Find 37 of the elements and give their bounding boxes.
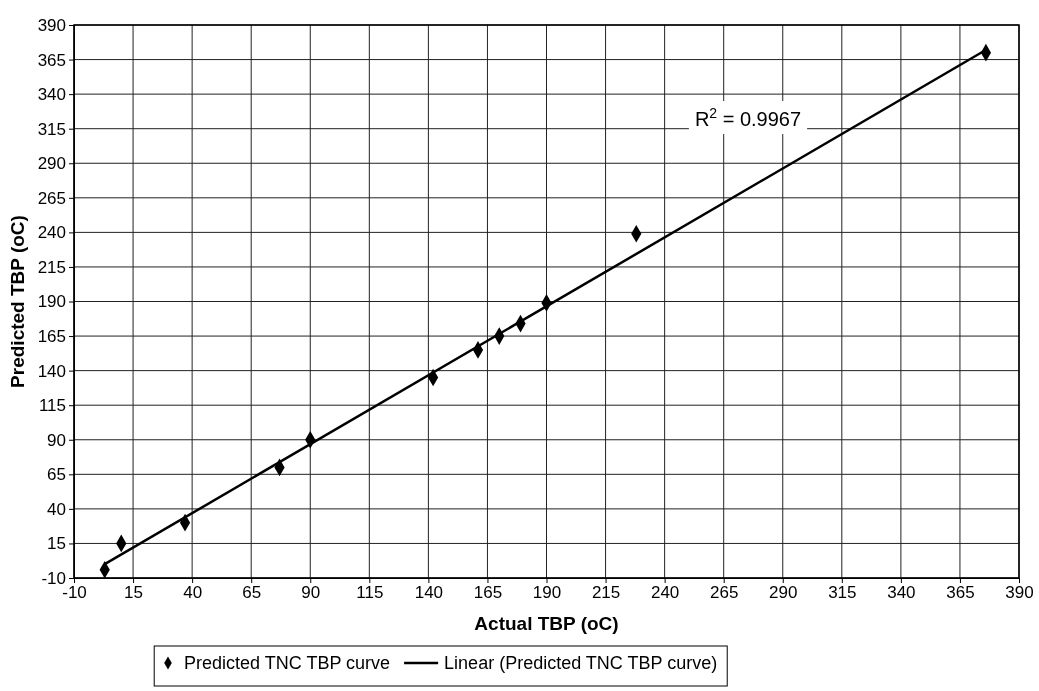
x-tick-label: 15	[124, 583, 144, 603]
y-tick-label: 265	[37, 188, 66, 208]
y-tick-label: 215	[37, 257, 66, 277]
y-tick-label: 165	[37, 327, 66, 346]
y-tick-label: 40	[47, 499, 66, 519]
legend-label: Linear (Predicted TNC TBP curve)	[444, 653, 718, 673]
x-tick-label: 290	[769, 583, 798, 603]
x-tick-label: 315	[828, 583, 857, 603]
x-tick-label: 265	[710, 583, 739, 603]
x-tick-label: 190	[532, 583, 562, 603]
y-tick-label: 240	[37, 223, 66, 243]
y-tick-label: 90	[47, 430, 66, 450]
y-tick-label: 340	[37, 85, 66, 105]
x-tick-label: 365	[946, 583, 975, 603]
x-tick-label: 40	[183, 583, 203, 603]
y-tick-label: 190	[37, 292, 66, 312]
y-axis-title: Predicted TBP (oC)	[7, 215, 28, 388]
x-tick-label: 340	[887, 583, 916, 603]
x-tick-label: 215	[591, 583, 621, 603]
x-tick-label: 115	[356, 583, 384, 603]
x-tick-label: 90	[301, 583, 321, 603]
y-tick-label: 390	[37, 15, 66, 35]
y-tick-label: 15	[47, 534, 66, 554]
y-tick-label: 140	[37, 361, 66, 381]
y-tick-label: 65	[47, 465, 66, 485]
legend-label: Predicted TNC TBP curve	[184, 653, 391, 673]
annotation: R$^{2}$ = 0.9967	[694, 105, 802, 130]
y-tick-label: 115	[38, 396, 66, 416]
x-tick-label: 140	[414, 583, 444, 603]
y-tick-label: 315	[37, 119, 66, 139]
y-tick-label: 365	[37, 50, 66, 70]
x-axis-title: Actual TBP (oC)	[474, 613, 619, 634]
y-tick-label: 290	[37, 154, 66, 174]
x-tick-label: 390	[1005, 583, 1034, 603]
x-tick-label: 240	[650, 583, 680, 603]
x-tick-label: 65	[242, 583, 262, 603]
x-tick-label: 165	[473, 583, 503, 603]
